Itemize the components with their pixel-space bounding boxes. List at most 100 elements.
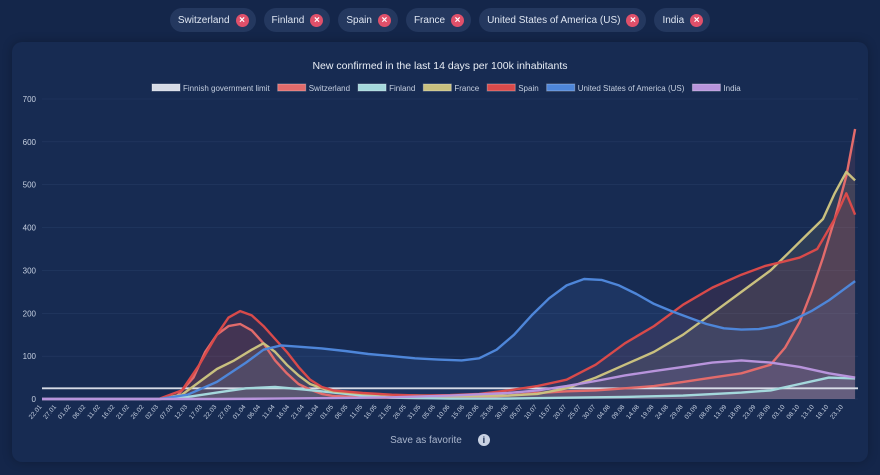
info-icon[interactable]: i [477, 434, 490, 446]
remove-icon[interactable]: × [451, 13, 465, 27]
x-tick-label: 30.06 [494, 404, 510, 421]
legend-label: United States of America (US) [578, 84, 685, 93]
chip-france: France × [405, 8, 472, 32]
x-tick-label: 27.03 [217, 404, 233, 421]
x-tick-label: 02.03 [144, 404, 160, 421]
remove-icon[interactable]: × [377, 13, 391, 27]
chip-label: India [662, 14, 685, 26]
x-tick-label: 18.09 [727, 404, 743, 421]
legend-item[interactable]: France [422, 83, 480, 93]
x-tick-label: 16.05 [363, 404, 379, 421]
x-tick-label: 04.08 [596, 404, 612, 421]
x-tick-label: 10.07 [523, 404, 539, 421]
x-tick-label: 12.03 [173, 404, 189, 421]
legend-item[interactable]: Finland [357, 83, 415, 93]
x-tick-label: 31.05 [407, 404, 423, 421]
x-tick-label: 01.02 [57, 404, 73, 421]
x-tick-label: 21.05 [377, 404, 393, 421]
y-tick-label: 200 [23, 309, 37, 318]
legend-item[interactable]: Spain [486, 83, 539, 93]
legend-swatch [486, 83, 516, 92]
x-tick-label: 13.09 [713, 404, 729, 421]
save-favorite-button[interactable]: Save as favorite [390, 434, 462, 446]
chip-label: Spain [346, 14, 372, 26]
y-tick-label: 100 [23, 352, 37, 361]
x-tick-label: 20.07 [552, 404, 568, 421]
x-tick-label: 21.02 [115, 404, 131, 421]
series-area [42, 171, 856, 399]
legend-label: India [723, 84, 741, 93]
legend-label: Finland [389, 84, 415, 93]
chip-label: Switzerland [177, 14, 230, 26]
footer: Save as favorite i [0, 434, 880, 446]
x-tick-label: 16.02 [101, 404, 117, 421]
x-tick-label: 01.05 [319, 404, 335, 421]
series-line [42, 376, 856, 401]
legend-item[interactable]: United States of America (US) [546, 83, 685, 93]
x-tick-label: 14.08 [625, 404, 641, 421]
series-group [42, 128, 858, 401]
x-tick-label: 08.09 [698, 404, 714, 421]
legend-item[interactable]: Finnish government limit [151, 83, 270, 93]
x-tick-label: 23.10 [829, 404, 845, 421]
chart-legend: Finnish government limit Switzerland Finla… [151, 83, 741, 93]
x-tick-label: 10.06 [436, 404, 452, 421]
x-tick-label: 16.04 [275, 404, 291, 421]
chip-switzerland: Switzerland × [169, 8, 256, 32]
series-area [42, 129, 856, 399]
chart-title: New confirmed in the last 14 days per 10… [312, 60, 567, 72]
legend-label: Finnish government limit [183, 84, 270, 93]
x-tick-label: 05.07 [509, 404, 525, 421]
x-tick-label: 29.08 [669, 404, 685, 421]
legend-label: Spain [518, 84, 538, 93]
x-tick-label: 18.10 [815, 404, 831, 421]
x-tick-label: 08.10 [785, 404, 801, 421]
remove-icon[interactable]: × [310, 13, 324, 27]
series-area [42, 279, 856, 399]
x-tick-label: 03.09 [683, 404, 699, 421]
x-tick-label: 22.01 [28, 404, 44, 421]
x-tick-label: 27.01 [42, 404, 58, 421]
y-tick-label: 0 [32, 395, 37, 404]
x-tick-label: 13.10 [800, 404, 816, 421]
remove-icon[interactable]: × [235, 13, 249, 27]
chart-card [12, 42, 868, 462]
chip-label: United States of America (US) [487, 14, 621, 26]
y-tick-label: 700 [23, 95, 37, 104]
legend-item[interactable]: Switzerland [277, 83, 350, 93]
x-tick-label: 15.07 [538, 404, 554, 421]
country-chip-list: Switzerland × Finland × Spain × France × Uni… [0, 8, 880, 32]
x-tick-label: 21.04 [290, 404, 306, 421]
x-tick-label: 23.09 [742, 404, 758, 421]
x-tick-label: 06.04 [246, 404, 262, 421]
legend-swatch [691, 83, 721, 92]
x-tick-label: 15.06 [450, 404, 466, 421]
y-tick-label: 300 [23, 266, 37, 275]
gridlines [42, 98, 858, 400]
x-tick-label: 24.08 [654, 404, 670, 421]
x-tick-label: 25.06 [479, 404, 495, 421]
chip-usa: United States of America (US) × [479, 8, 647, 32]
y-tick-label: 400 [23, 224, 37, 233]
x-tick-label: 09.08 [611, 404, 627, 421]
remove-icon[interactable]: × [690, 13, 704, 27]
x-tick-label: 22.03 [203, 404, 219, 421]
remove-icon[interactable]: × [626, 13, 640, 27]
y-tick-label: 600 [23, 138, 37, 147]
x-tick-label: 06.02 [71, 404, 87, 421]
legend-swatch [422, 83, 452, 92]
legend-swatch [357, 83, 387, 92]
x-tick-label: 11.04 [261, 404, 277, 421]
x-tick-label: 19.08 [640, 404, 656, 421]
legend-item[interactable]: India [691, 83, 741, 93]
x-tick-label: 01.04 [232, 404, 248, 421]
x-tick-label: 28.09 [756, 404, 772, 421]
x-tick-label: 17.03 [188, 404, 204, 421]
chip-label: Finland [271, 14, 305, 26]
series-area [42, 360, 856, 399]
series-line [42, 277, 856, 401]
x-tick-label: 20.06 [465, 404, 481, 421]
x-tick-label: 05.06 [421, 404, 437, 421]
